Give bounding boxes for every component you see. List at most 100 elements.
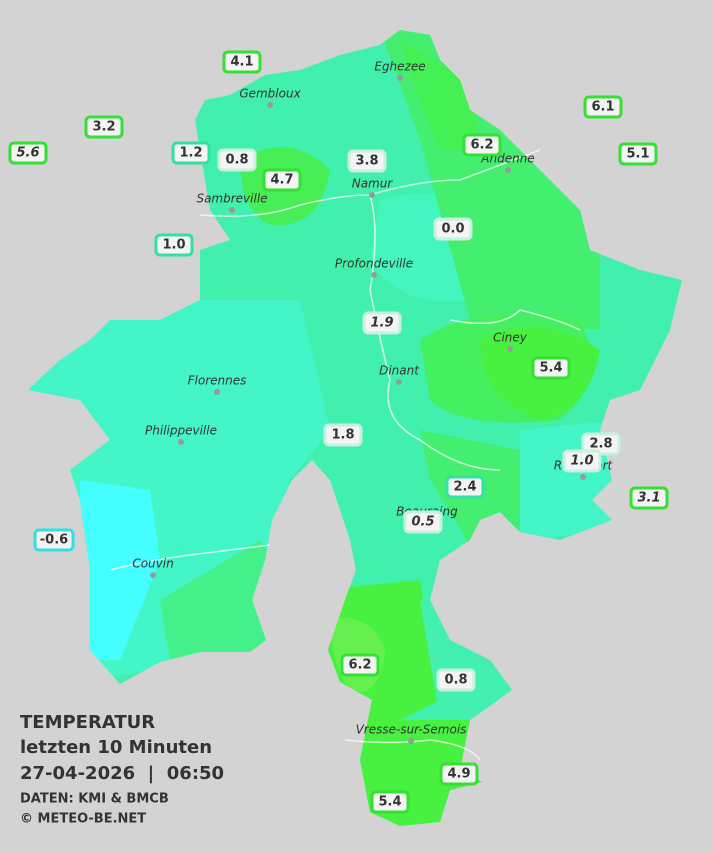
city-label: Florennes [188, 374, 247, 388]
station-value: 0.0 [441, 222, 464, 237]
station: 5.4 [370, 790, 410, 814]
station-box [222, 50, 262, 74]
station: 5.1 [618, 142, 658, 166]
station: 0.8 [217, 148, 257, 172]
station-value: 0.8 [225, 153, 248, 168]
city-dot [397, 75, 403, 81]
city-label: Eghezee [374, 60, 425, 74]
station: 0.0 [433, 217, 473, 241]
station-box [403, 510, 443, 534]
city-label: Couvin [132, 557, 173, 571]
city-dot [150, 572, 156, 578]
station-value: 6.2 [348, 658, 371, 673]
station-value: 6.1 [591, 100, 614, 115]
station: 3.8 [347, 149, 387, 173]
station-value: 3.8 [355, 154, 378, 169]
station-value: 3.2 [92, 120, 115, 135]
station: 6.2 [340, 653, 380, 677]
station: 3.2 [84, 115, 124, 139]
station: 4.7 [262, 168, 302, 192]
station-box [436, 668, 476, 692]
city-label: Ciney [493, 331, 528, 345]
station: 4.1 [222, 50, 262, 74]
station-value: 5.4 [378, 795, 401, 810]
station-box [618, 142, 658, 166]
station: 0.5 [403, 510, 443, 534]
station-box [340, 653, 380, 677]
station-box [583, 95, 623, 119]
station-box [445, 475, 485, 499]
rivers [109, 149, 581, 761]
station-value: 1.8 [331, 428, 354, 443]
station-box [8, 141, 48, 165]
station-value: 5.6 [16, 146, 39, 161]
legend-title: TEMPERATUR [20, 712, 155, 733]
legend-datetime: 27-04-2026 | 06:50 [20, 763, 224, 784]
station: 2.4 [445, 475, 485, 499]
city-dot [178, 439, 184, 445]
station-value: 5.4 [539, 361, 562, 376]
legend-subtitle: letzten 10 Minuten [20, 737, 212, 758]
station-box [171, 141, 211, 165]
city-label: Namur [352, 177, 394, 191]
legend-copyright: © METEO-BE.NET [20, 812, 146, 827]
cities: EghezeeGemblouxAndenneNamurSambrevillePr… [132, 60, 614, 744]
station: 1.2 [171, 141, 211, 165]
city-dot [580, 474, 586, 480]
station-box [629, 486, 669, 510]
station-box [84, 115, 124, 139]
station: 5.4 [531, 356, 571, 380]
city-label: Sambreville [196, 192, 267, 206]
station: 1.0 [562, 449, 602, 473]
city-dot [267, 102, 273, 108]
station: 2.8 [581, 432, 621, 456]
city-label: Gembloux [239, 87, 301, 101]
station: 5.6 [8, 141, 48, 165]
city-dot [214, 389, 220, 395]
city-dot [507, 346, 513, 352]
station-value: 3.1 [637, 491, 660, 506]
station: 4.9 [439, 762, 479, 786]
city-dot [408, 738, 414, 744]
stations: 4.1 3.2 5.6 1.2 0.8 4.7 3.8 6.2 6.1 5.1 1.0 0.0 1.9 5… [8, 50, 669, 814]
station-box [154, 233, 194, 257]
station-box [562, 449, 602, 473]
station-value: 1.0 [162, 238, 185, 253]
city-label: Philippeville [145, 424, 217, 438]
city-dot [505, 167, 511, 173]
city-dot [369, 192, 375, 198]
station-value: 1.2 [179, 146, 202, 161]
station-value: 5.1 [626, 147, 649, 162]
city-label: Dinant [379, 364, 420, 378]
station-box [217, 148, 257, 172]
station-value: 2.8 [589, 437, 612, 452]
station-value: 6.2 [470, 138, 493, 153]
legend-source: DATEN: KMI & BMCB [20, 792, 169, 807]
station: 1.9 [362, 311, 402, 335]
station-box [531, 356, 571, 380]
station-value: 4.1 [230, 55, 253, 70]
station-box [462, 133, 502, 157]
station-value: 0.8 [444, 673, 467, 688]
station: -0.6 [33, 528, 75, 552]
station-value: 4.9 [447, 767, 470, 782]
city-dot [229, 207, 235, 213]
station-box [433, 217, 473, 241]
legend: TEMPERATUR letzten 10 Minuten 27-04-2026… [20, 712, 224, 827]
station-box [33, 528, 75, 552]
station: 1.8 [323, 423, 363, 447]
station-value: 2.4 [453, 480, 476, 495]
station-value: 1.0 [570, 454, 593, 469]
station-box [362, 311, 402, 335]
station-value: 0.5 [411, 515, 434, 530]
station-value: 4.7 [270, 173, 293, 188]
station-box [262, 168, 302, 192]
station-value: -0.6 [40, 533, 68, 548]
city-label: Profondeville [335, 257, 413, 271]
city-label: Vresse-sur-Semois [356, 723, 467, 737]
station-box [323, 423, 363, 447]
station: 6.1 [583, 95, 623, 119]
station: 0.8 [436, 668, 476, 692]
